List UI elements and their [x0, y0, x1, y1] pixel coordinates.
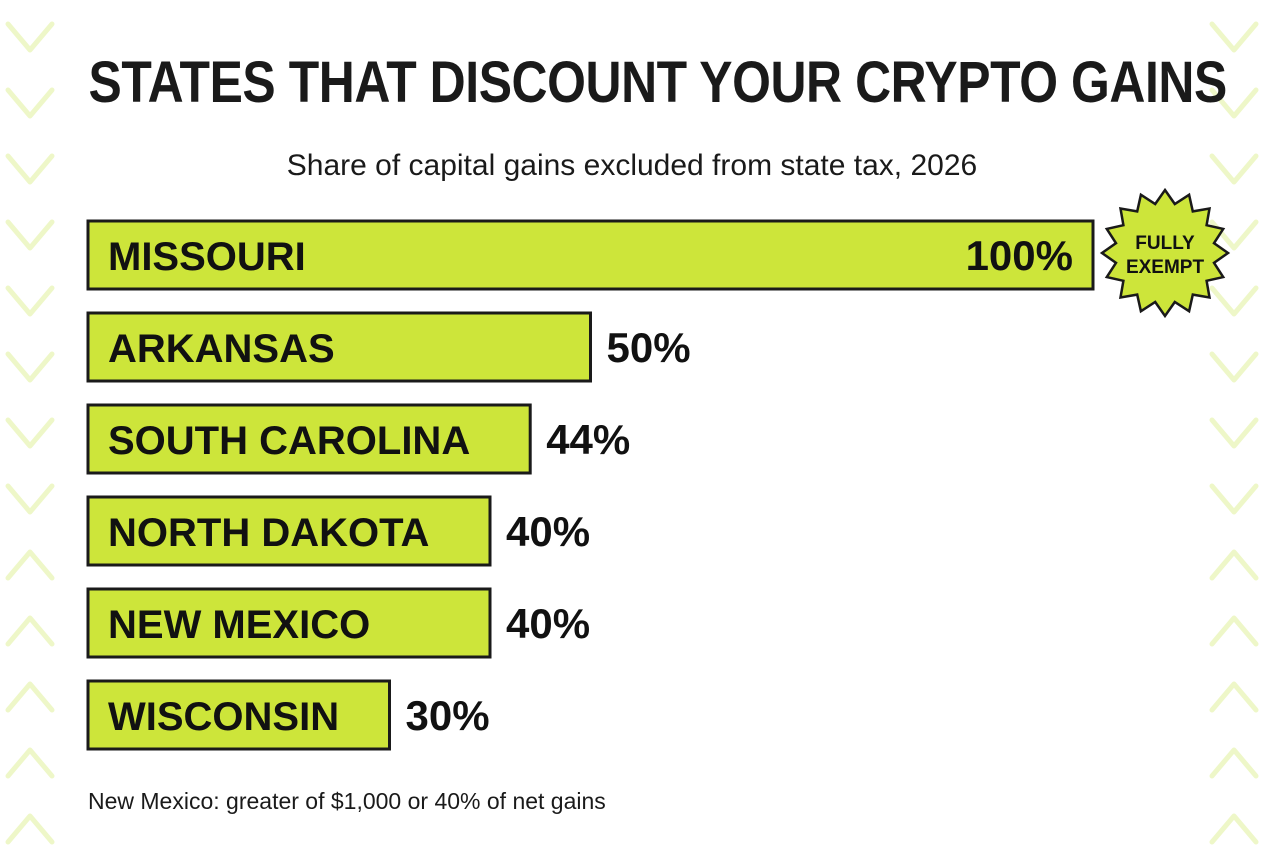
bar-label-arkansas: ARKANSAS — [108, 327, 335, 371]
chevron-icon — [1209, 681, 1259, 713]
bar-value-missouri: 100% — [966, 232, 1073, 279]
bar-value-north-dakota: 40% — [506, 508, 590, 555]
chevron-icon — [5, 483, 55, 515]
footnote: New Mexico: greater of $1,000 or 40% of … — [88, 788, 606, 814]
chevron-icon — [5, 417, 55, 449]
chevron-icon — [1209, 351, 1259, 383]
bar-label-new-mexico: NEW MEXICO — [108, 603, 370, 647]
bar-wisconsin — [86, 679, 391, 751]
chevron-icon — [1209, 549, 1259, 581]
chevron-icon — [5, 615, 55, 647]
chevron-icon — [5, 681, 55, 713]
chart-title: STATES THAT DISCOUNT YOUR CRYPTO GAINS — [88, 50, 1227, 115]
bar-label-south-carolina: SOUTH CAROLINA — [108, 419, 470, 463]
chevron-icon — [1209, 615, 1259, 647]
decorative-chevron-pattern-left — [5, 21, 55, 845]
chevron-icon — [5, 21, 55, 53]
chevron-icon — [1209, 483, 1259, 515]
chevron-icon — [5, 285, 55, 317]
chevron-icon — [5, 153, 55, 185]
chevron-icon — [5, 351, 55, 383]
bar-new-mexico — [86, 587, 492, 659]
badge-text-line1: FULLY — [1135, 233, 1195, 254]
badge-text-line2: EXEMPT — [1126, 257, 1205, 278]
bar-label-wisconsin: WISCONSIN — [108, 695, 339, 739]
chevron-icon — [1209, 21, 1259, 53]
chart-subtitle: Share of capital gains excluded from sta… — [286, 149, 978, 182]
chevron-icon — [1209, 153, 1259, 185]
bar-arkansas — [86, 311, 592, 383]
bar-south-carolina — [86, 403, 532, 475]
chevron-icon — [1209, 417, 1259, 449]
chevron-icon — [5, 747, 55, 779]
chevron-icon — [1209, 813, 1259, 845]
bar-value-wisconsin: 30% — [406, 692, 490, 739]
bar-value-new-mexico: 40% — [506, 600, 590, 647]
fully-exempt-badge — [1099, 187, 1231, 319]
bar-label-missouri: MISSOURI — [108, 235, 306, 279]
chevron-icon — [5, 219, 55, 251]
chevron-icon — [1209, 87, 1259, 119]
chevron-icon — [5, 813, 55, 845]
bar-value-south-carolina: 44% — [546, 416, 630, 463]
bar-missouri — [86, 219, 1095, 291]
bar-north-dakota — [86, 495, 492, 567]
chevron-icon — [5, 87, 55, 119]
chevron-icon — [1209, 285, 1259, 317]
decorative-chevron-pattern-right — [1209, 21, 1259, 845]
chevron-icon — [5, 549, 55, 581]
bar-label-north-dakota: NORTH DAKOTA — [108, 511, 429, 555]
chevron-icon — [1209, 747, 1259, 779]
bar-value-arkansas: 50% — [607, 324, 691, 371]
